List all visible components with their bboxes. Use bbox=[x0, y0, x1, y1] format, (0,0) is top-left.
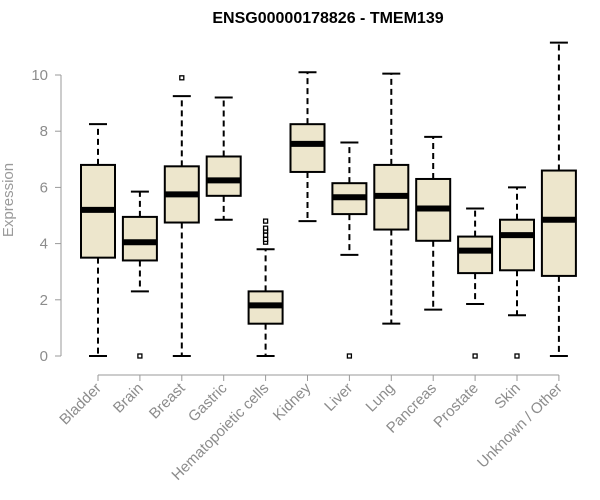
y-tick-label: 4 bbox=[40, 236, 48, 253]
outlier-point bbox=[179, 75, 185, 81]
x-tick-label: Skin bbox=[491, 380, 524, 413]
plot-area bbox=[80, 41, 577, 359]
x-tick-label: Brain bbox=[110, 380, 147, 417]
y-tick-label: 0 bbox=[40, 348, 48, 365]
x-tick-label: Lung bbox=[363, 380, 399, 416]
y-tick-label: 2 bbox=[40, 292, 48, 309]
outlier-point bbox=[514, 353, 520, 359]
outlier-point bbox=[346, 353, 353, 359]
box-iqr bbox=[540, 169, 577, 277]
outlier-point bbox=[472, 353, 478, 359]
box-group bbox=[331, 141, 368, 359]
outlier-point bbox=[262, 225, 269, 231]
x-tick-label: Liver bbox=[321, 380, 356, 415]
x-tick-label: Kidney bbox=[270, 379, 315, 424]
box-iqr bbox=[457, 235, 494, 275]
box-group bbox=[289, 71, 326, 223]
y-tick-label: 10 bbox=[31, 67, 48, 84]
box-group bbox=[499, 186, 535, 359]
outlier-point bbox=[262, 232, 269, 238]
box-iqr bbox=[205, 155, 242, 197]
outlier-point bbox=[262, 236, 269, 243]
box-group bbox=[121, 190, 158, 359]
y-axis-title: Expression bbox=[0, 163, 17, 237]
box-group bbox=[540, 41, 577, 357]
box-group bbox=[247, 218, 284, 357]
outlier-point bbox=[137, 353, 143, 359]
box-group bbox=[415, 135, 452, 311]
box-group bbox=[205, 96, 242, 221]
x-tick-label: Bladder bbox=[56, 380, 105, 429]
x-tick-label: Prostate bbox=[430, 380, 482, 432]
box-iqr bbox=[121, 215, 158, 262]
box-group bbox=[457, 207, 494, 359]
box-iqr bbox=[499, 218, 535, 272]
box-group bbox=[373, 72, 410, 325]
box-group bbox=[163, 75, 200, 357]
box-iqr bbox=[289, 123, 326, 173]
outlier-point bbox=[262, 218, 269, 224]
chart-title: ENSG00000178826 - TMEM139 bbox=[212, 10, 443, 27]
x-tick-label: Breast bbox=[146, 379, 189, 422]
y-axis: 0 2 4 6 8 10 bbox=[31, 67, 62, 365]
box-group bbox=[80, 123, 116, 357]
y-tick-label: 6 bbox=[40, 179, 48, 196]
y-tick-label: 8 bbox=[40, 123, 48, 140]
